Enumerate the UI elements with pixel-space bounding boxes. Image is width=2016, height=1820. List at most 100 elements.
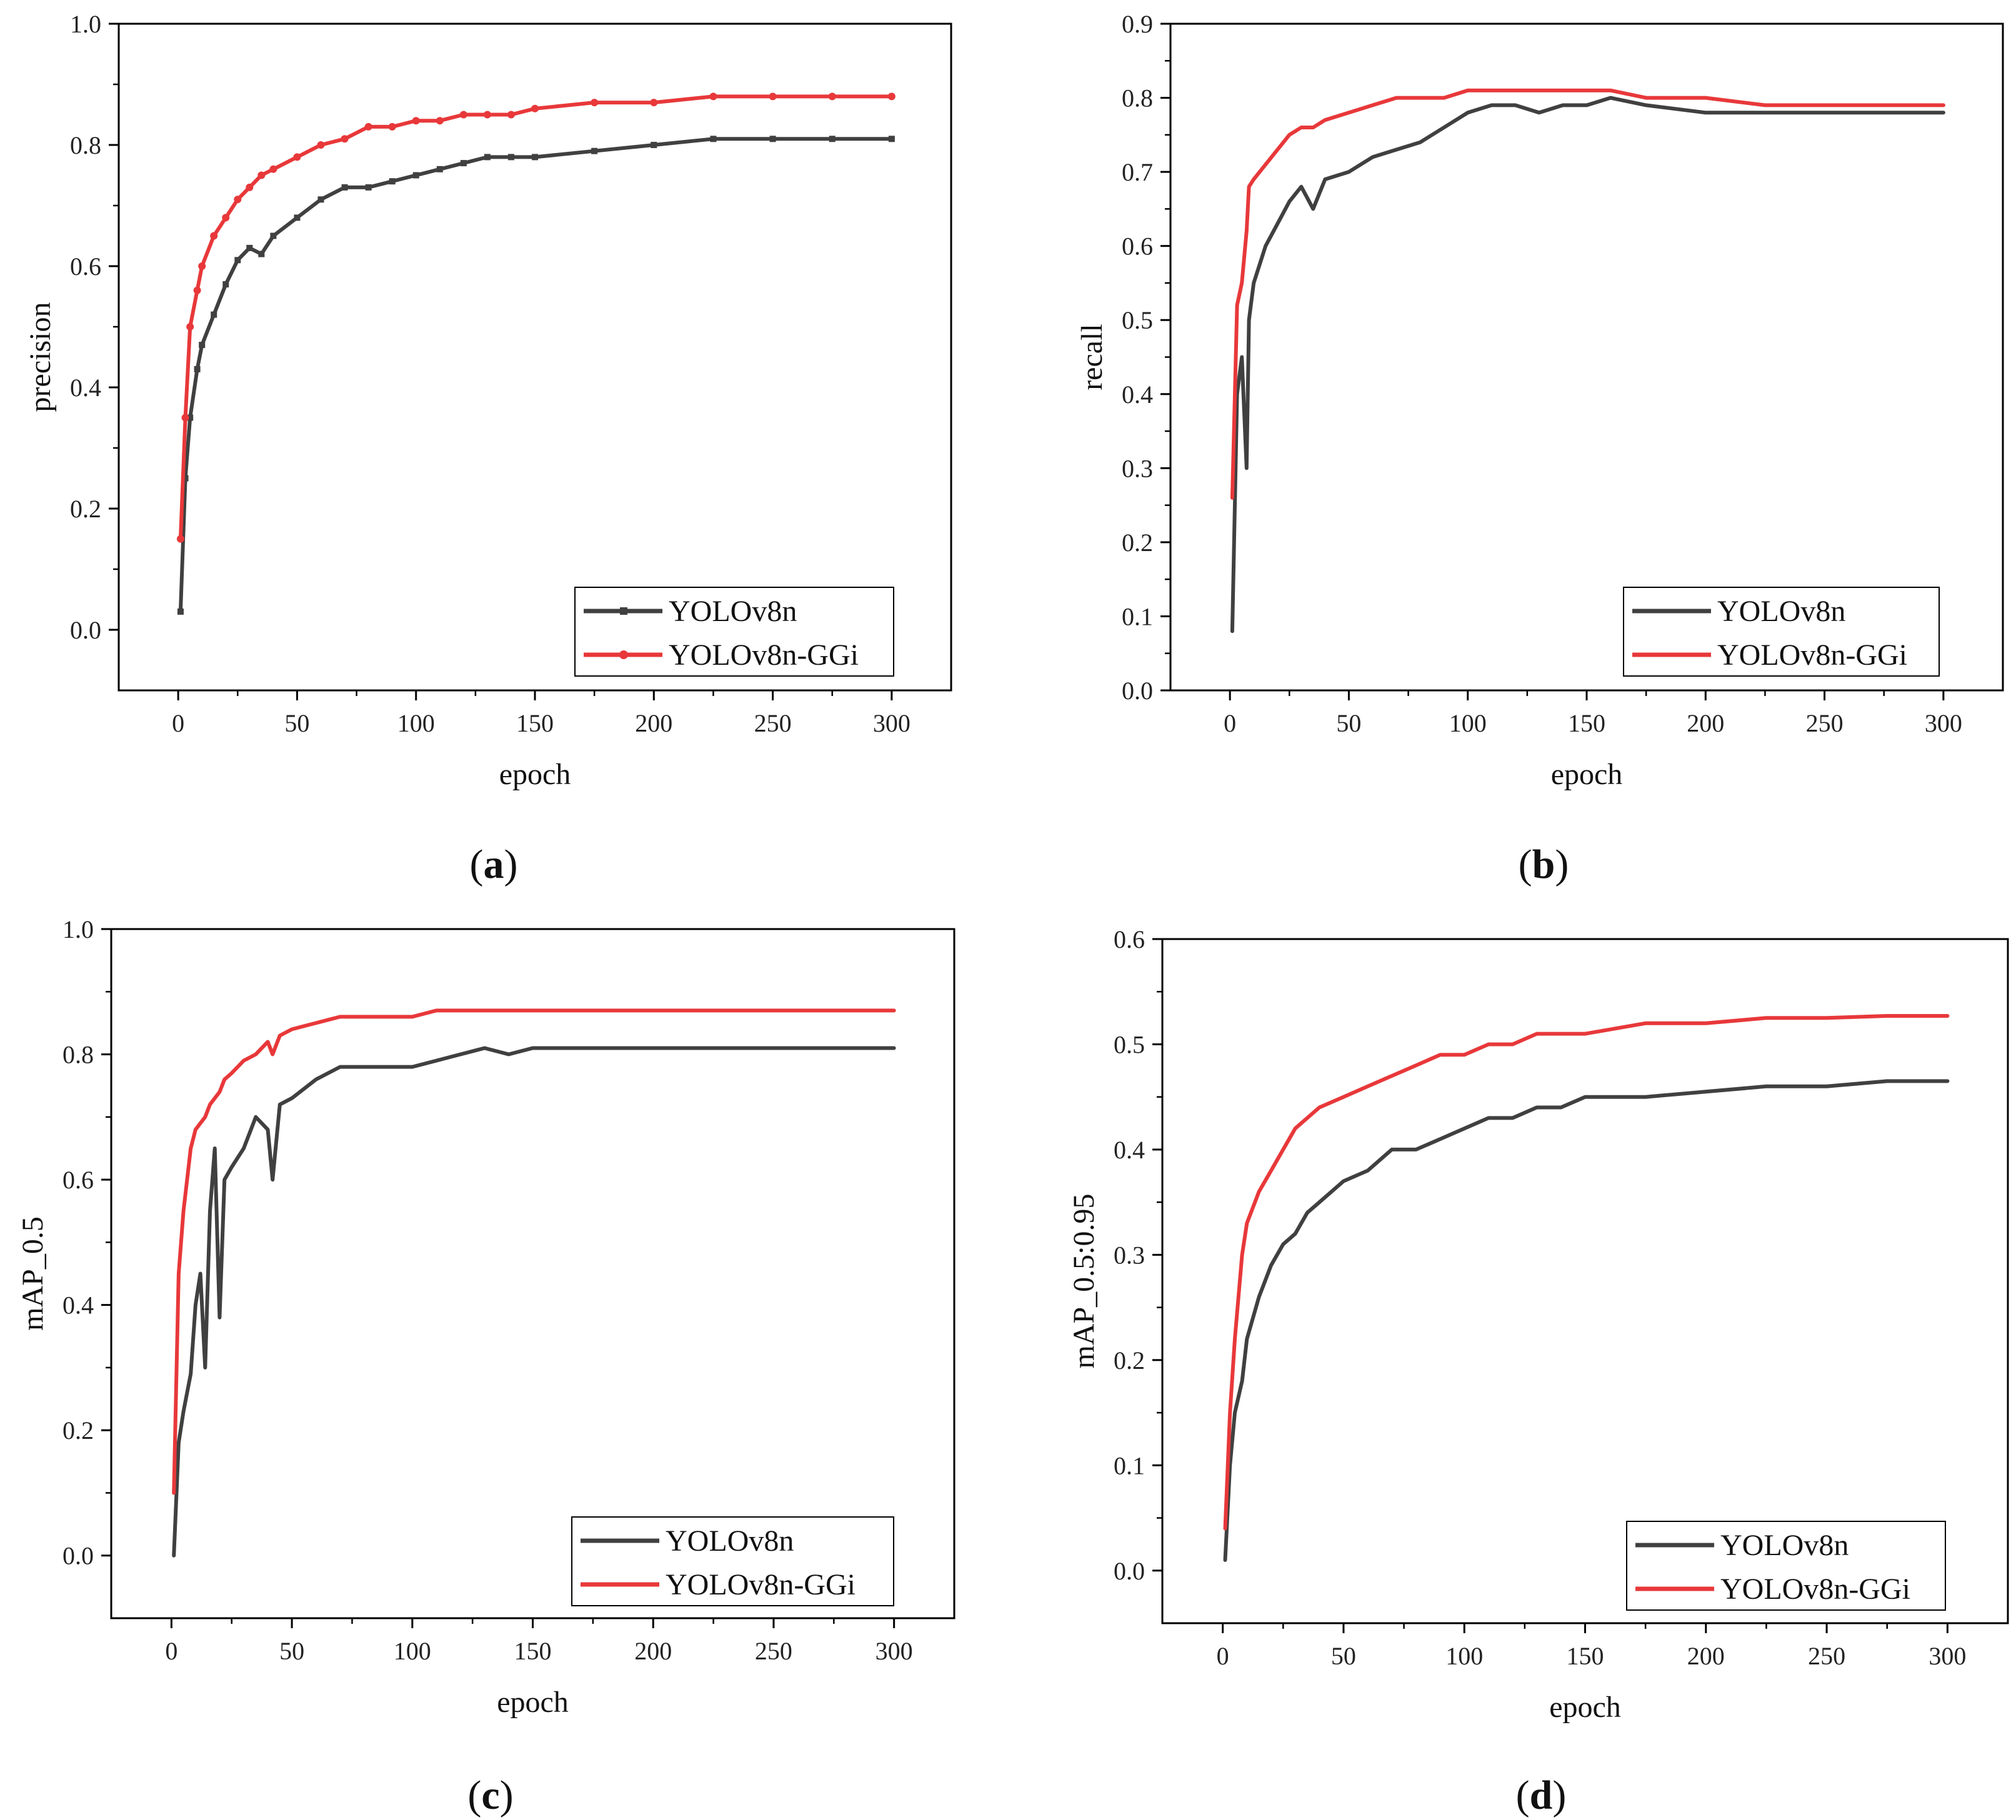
chart-d-y-tick-label: 0.1 <box>1114 1451 1145 1479</box>
chart-d-x-tick-label: 300 <box>1929 1642 1966 1670</box>
chart-c-x-tick-label: 150 <box>514 1637 552 1665</box>
chart-a-series-yolov8n-ggi-point <box>459 111 467 119</box>
chart-a-series-yolov8n-ggi-point <box>341 135 349 143</box>
chart-a-series-yolov8n-ggi-point <box>257 171 266 179</box>
chart-b-x-tick-label: 250 <box>1806 709 1844 737</box>
chart-a-series-yolov8n-point <box>651 142 657 148</box>
chart-b-legend-label-yolov8n-ggi: YOLOv8n-GGi <box>1717 639 1907 672</box>
chart-d-legend-box <box>1626 1521 1946 1611</box>
chart-b-legend-label-yolov8n: YOLOv8n <box>1717 595 1845 628</box>
chart-a-x-tick-label: 100 <box>397 709 435 737</box>
chart-b-x-tick-label: 150 <box>1568 709 1605 737</box>
chart-b-series-yolov8n-line <box>1230 96 1945 634</box>
chart-a-x-tick-label: 250 <box>754 709 792 737</box>
chart-a-series-yolov8n-point <box>258 251 265 257</box>
chart-a-series-yolov8n-point <box>591 147 598 154</box>
chart-a-series-yolov8n-point <box>888 136 895 142</box>
chart-c-y-axis-title: mAP_0.5 <box>16 1216 49 1331</box>
chart-d-y-tick-label: 0.4 <box>1114 1136 1145 1164</box>
chart-a-series-yolov8n-point <box>532 154 538 161</box>
chart-a-series-yolov8n-line <box>178 137 894 614</box>
chart-b-y-tick-label: 0.3 <box>1122 454 1153 482</box>
panel-b-caption: (b) <box>1519 842 1569 887</box>
chart-b-x-tick-label: 300 <box>1925 709 1962 737</box>
chart-c-x-tick-label: 50 <box>279 1637 304 1665</box>
chart-a-series-yolov8n-ggi-point <box>210 232 218 240</box>
chart-a-series-yolov8n-ggi-point <box>887 92 896 101</box>
chart-a-series-yolov8n-point <box>199 342 206 349</box>
chart-d-y-tick-label: 0.3 <box>1114 1241 1145 1269</box>
chart-a-series-yolov8n-ggi-point <box>234 196 242 204</box>
panel-d-plot: 0.0 0.1 0.2 0.3 0.4 0.5 0.6 0 50 100 150 200 250 300 e… <box>1067 925 2009 1724</box>
chart-a-series-yolov8n-ggi-point <box>483 111 491 119</box>
chart-b-x-tick-label: 100 <box>1449 709 1487 737</box>
chart-c-x-tick-label: 200 <box>634 1637 672 1665</box>
chart-a-series-yolov8n-point <box>194 365 201 372</box>
chart-a-series-yolov8n-ggi-point <box>222 214 230 222</box>
chart-c-y-tick-label: 1.0 <box>62 915 94 943</box>
chart-b-y-tick-label: 0.5 <box>1122 306 1153 334</box>
chart-a-series-yolov8n-ggi-point <box>317 141 325 149</box>
chart-b-x-tick-label: 0 <box>1224 709 1236 737</box>
chart-a-legend-marker-yolov8n <box>620 607 627 615</box>
panel-a-plot: 0.0 0.2 0.4 0.6 0.8 1.0 0 50 100 150 200 250 300 epoc… <box>24 10 952 791</box>
chart-a-series-yolov8n-ggi-point <box>364 122 372 131</box>
chart-c-x-tick-label: 300 <box>876 1637 913 1665</box>
chart-c-y-tick-label: 0.4 <box>62 1291 94 1320</box>
chart-a-series-yolov8n-ggi-point <box>193 286 201 294</box>
chart-a-series-yolov8n-point <box>234 257 241 264</box>
chart-b-series-yolov8n-ggi-line <box>1230 88 1945 500</box>
chart-b-y-tick-label: 0.6 <box>1122 232 1153 261</box>
chart-a-series-yolov8n-point <box>829 136 836 142</box>
chart-a-legend-label-yolov8n: YOLOv8n <box>669 595 797 628</box>
chart-d-y-axis-title: mAP_0.5:0.95 <box>1067 1193 1100 1368</box>
chart-a-y-tick-label: 0.6 <box>70 252 101 281</box>
chart-a-series-yolov8n-point <box>412 172 419 179</box>
chart-a-x-tick-label: 0 <box>172 709 184 737</box>
chart-a-series-yolov8n-point <box>177 608 184 615</box>
chart-b-y-tick-label: 0.7 <box>1122 158 1153 186</box>
chart-a-y-axis-title: precision <box>24 302 57 412</box>
chart-b-legend-box <box>1623 587 1940 677</box>
chart-a-x-tick-label: 300 <box>873 709 911 737</box>
chart-c-x-tick-label: 0 <box>165 1637 177 1665</box>
chart-a-series-yolov8n-point <box>246 244 253 251</box>
chart-b-y-tick-label: 0.0 <box>1122 677 1153 705</box>
chart-d-y-tick-label: 0.0 <box>1114 1557 1145 1585</box>
chart-a-series-yolov8n-point <box>317 196 324 203</box>
chart-d-y-tick-label: 0.5 <box>1114 1030 1145 1058</box>
chart-b-y-tick-label: 0.2 <box>1122 529 1153 557</box>
chart-b-y-axis-title: recall <box>1075 324 1109 390</box>
chart-a-series-yolov8n-ggi-point <box>828 92 836 101</box>
chart-c-y-tick-label: 0.6 <box>62 1166 94 1194</box>
chart-a-series-yolov8n-point <box>769 136 776 142</box>
panel-c: (c) 0.0 0.2 0.4 0.6 0.8 1.0 0 50 100 150 200 250 300… <box>16 915 956 1818</box>
chart-d-x-tick-label: 250 <box>1808 1642 1845 1670</box>
chart-a-series-yolov8n-ggi-point <box>436 117 444 125</box>
chart-c-x-tick-label: 250 <box>755 1637 792 1665</box>
chart-d-x-tick-label: 200 <box>1687 1642 1725 1670</box>
chart-a-series-yolov8n-ggi-point <box>709 92 717 101</box>
chart-a-series-yolov8n-ggi-point <box>412 117 420 125</box>
chart-a-x-axis-title: epoch <box>499 758 571 791</box>
chart-a-legend-box <box>574 587 894 677</box>
chart-a-series-yolov8n-point <box>182 475 189 482</box>
chart-a-series-yolov8n-point <box>389 178 396 185</box>
chart-a-series-yolov8n-ggi-point <box>186 323 194 331</box>
chart-a-x-tick-label: 50 <box>284 709 309 737</box>
chart-a-series-yolov8n-point <box>710 136 717 142</box>
chart-a-series-yolov8n-point <box>436 166 443 172</box>
chart-c-legend-box <box>571 1516 894 1606</box>
chart-d-y-tick-label: 0.6 <box>1114 925 1145 953</box>
chart-a-series-yolov8n-ggi-point <box>388 122 396 131</box>
chart-b-x-axis-title: epoch <box>1551 758 1623 791</box>
chart-a-series-yolov8n-ggi-line <box>178 94 894 541</box>
chart-b-y-tick-label: 0.8 <box>1122 84 1153 112</box>
chart-d-x-axis-title: epoch <box>1549 1691 1621 1724</box>
chart-d-legend-label-yolov8n-ggi: YOLOv8n-GGi <box>1720 1573 1910 1606</box>
panel-b-plot: 0.0 0.1 0.2 0.3 0.4 0.5 0.6 0.7 0.8 0.9 0 50 100 150 2… <box>1075 10 2004 791</box>
chart-a-series-yolov8n-ggi-point <box>531 104 539 112</box>
chart-a-series-yolov8n-ggi-point <box>507 111 515 119</box>
